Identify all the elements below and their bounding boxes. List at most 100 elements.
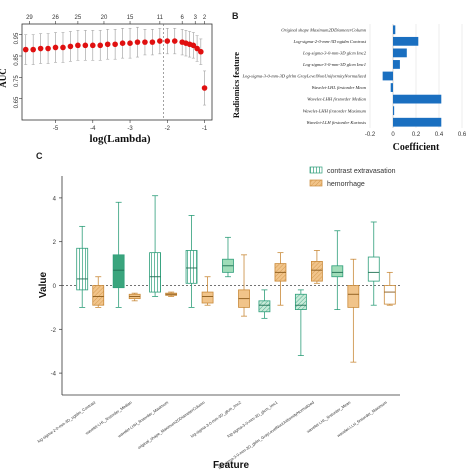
panel-a-top-count-label: 6 xyxy=(181,15,185,21)
panel-b-bar xyxy=(393,94,442,104)
panel-c-y-tick-label: 2 xyxy=(53,240,57,246)
legend-swatch-hemorrhage xyxy=(309,179,323,187)
panel-b-bar xyxy=(393,48,407,58)
panel-b-feature-label: Wavelet-LHH firstorder Maximum xyxy=(303,108,367,113)
panel-a-top-count-label: 15 xyxy=(127,15,134,21)
panel-a-y-tick-label: 0.75 xyxy=(14,75,20,87)
panel-b-letter: B xyxy=(232,11,239,21)
panel-c-y-axis: 4 2 0 -2 -4 xyxy=(51,196,62,378)
panel-a-x-tick-label: -5 xyxy=(53,126,59,132)
panel-a-y-tick-label: 0.65 xyxy=(14,96,20,108)
panel-a-auc-point xyxy=(89,42,96,49)
panel-a-x-tick-label: -1 xyxy=(202,126,208,132)
panel-a-y-axis: 0.95 0.85 0.75 0.65 xyxy=(14,32,22,108)
panel-a-x-tick-label: -2 xyxy=(165,126,171,132)
panel-b-feature-label: Log-sigma-2-0-mm-3D ngtdm Contrast xyxy=(293,39,367,44)
panel-b-x-axis-title: Coefficient xyxy=(393,142,440,153)
panel-c-box xyxy=(112,254,125,289)
panel-a-auc-point xyxy=(149,39,156,45)
panel-b-x-tick-label: 0 xyxy=(391,132,395,138)
panel-a: 29 26 25 20 15 11 6 3 2 0.950.850.750.65 -5 -4 -3-… xyxy=(0,15,213,145)
panel-a-auc-point xyxy=(112,41,118,48)
panel-a-top-count-label: 3 xyxy=(194,15,198,21)
panel-b-bar xyxy=(393,60,400,69)
panel-b-feature-labels: Original shape Maximum2DDiameterColumn Lo… xyxy=(241,27,366,124)
panel-c-box xyxy=(367,256,380,282)
panel-c-y-tick-label: -2 xyxy=(51,328,57,334)
panel-a-x-tick-label: -4 xyxy=(90,126,96,132)
panel-a-auc-points xyxy=(22,38,208,91)
panel-b-bar xyxy=(382,71,393,81)
panel-a-auc-point xyxy=(127,40,133,46)
panel-c-box xyxy=(76,247,89,291)
panel-a-y-axis-title: AUC xyxy=(0,68,8,88)
panel-c-feature-label: log-sigma-2-0-mm-3D_ngtdm_Contrast xyxy=(36,399,97,444)
panel-a-x-axis-title: log(Lambda) xyxy=(89,133,150,145)
panel-b: B Original shape Maximum2DDiameterColumn… xyxy=(231,11,467,153)
panel-a-auc-point xyxy=(30,46,36,53)
panel-b-x-tick-label: 0.2 xyxy=(412,132,421,138)
panel-c-box xyxy=(311,261,323,282)
panel-a-top-count-label: 29 xyxy=(26,15,33,21)
panel-c-box xyxy=(294,293,307,310)
panel-a-auc-point xyxy=(134,39,141,45)
panel-c-y-axis-title: Value xyxy=(38,272,49,299)
panel-a-top-count-label: 20 xyxy=(101,15,108,21)
panel-a-auc-point xyxy=(52,44,59,51)
panel-a-error-bars xyxy=(24,26,207,106)
panel-a-auc-point xyxy=(142,39,148,45)
panel-b-bar xyxy=(393,106,395,116)
panel-b-feature-label: Log-sigma-3-0-mm-3D glcm Imc1 xyxy=(302,62,366,67)
panel-a-y-tick-label: 0.85 xyxy=(14,53,20,65)
panel-a-y-tick-label: 0.95 xyxy=(14,32,20,44)
panel-a-auc-point xyxy=(198,48,204,55)
panel-c-y-tick-label: 4 xyxy=(53,196,57,202)
panel-c-box xyxy=(331,265,344,278)
panel-a-auc-point xyxy=(157,38,163,44)
panel-a-auc-point xyxy=(171,38,178,44)
panel-c-box xyxy=(92,285,105,306)
panel-c-box xyxy=(201,291,214,304)
panel-c-box xyxy=(258,300,271,313)
panel-a-auc-point xyxy=(75,42,81,49)
panel-a-x-axis: -5 -4 -3 -2 -1 xyxy=(53,120,208,132)
panel-a-auc-point xyxy=(82,42,89,49)
panel-a-auc-point xyxy=(194,45,200,52)
panel-a-top-count-label: 25 xyxy=(75,15,82,21)
panel-a-auc-point xyxy=(104,41,111,48)
legend-label-contrast: contrast extravasation xyxy=(327,168,396,175)
panel-a-x-tick-label: -3 xyxy=(127,126,133,132)
panel-b-feature-label: Original shape Maximum2DDiameterColumn xyxy=(281,27,366,32)
panel-c-box xyxy=(149,252,161,293)
panel-b-coefficient-bars xyxy=(382,25,442,127)
panel-c-box xyxy=(347,285,360,308)
panel-b-bar xyxy=(393,25,396,35)
panel-b-bar xyxy=(390,83,393,92)
legend-swatch-contrast xyxy=(309,166,323,174)
panel-c-box xyxy=(383,285,396,305)
panel-a-auc-point xyxy=(67,43,74,50)
panel-a-auc-point xyxy=(45,45,51,52)
panel-b-bar xyxy=(393,36,419,46)
panel-a-top-count-label: 2 xyxy=(203,15,207,21)
panel-a-auc-point xyxy=(201,85,208,91)
panel-b-bar xyxy=(393,117,442,127)
panel-a-auc-point xyxy=(60,44,66,51)
panel-b-feature-label: Wavelet-LLH firstorder Kurtosis xyxy=(306,120,366,125)
panel-b-x-tick-label: 0.4 xyxy=(435,132,444,138)
panel-b-x-axis: -0.2 0 0.2 0.4 0.6 xyxy=(365,132,467,138)
panel-b-x-tick-label: 0.6 xyxy=(458,132,467,138)
panel-a-auc-point xyxy=(97,42,104,49)
panel-b-y-axis-title: Radiomics feature xyxy=(231,52,241,118)
panel-c-y-tick-label: -4 xyxy=(51,372,57,378)
panel-a-frame xyxy=(21,23,213,121)
panel-b-x-tick-label: -0.2 xyxy=(365,132,376,138)
panel-c-boxplots xyxy=(76,195,396,363)
panel-c-box xyxy=(185,250,198,284)
panel-c-y-tick-label: 0 xyxy=(53,284,57,290)
panel-c-x-axis-title: Feature xyxy=(213,460,250,471)
panel-b-feature-label: Wavelet-LHH firstorder Median xyxy=(307,97,367,102)
panel-b-feature-label: Log-sigma-3-0-mm-3D glcm Imc2 xyxy=(302,50,367,55)
panel-c: C 4 2 0 -2 -4 log-sigma-2-0-mm-3D_ngtdm_Cont… xyxy=(36,151,400,471)
panel-a-auc-point xyxy=(164,38,171,44)
